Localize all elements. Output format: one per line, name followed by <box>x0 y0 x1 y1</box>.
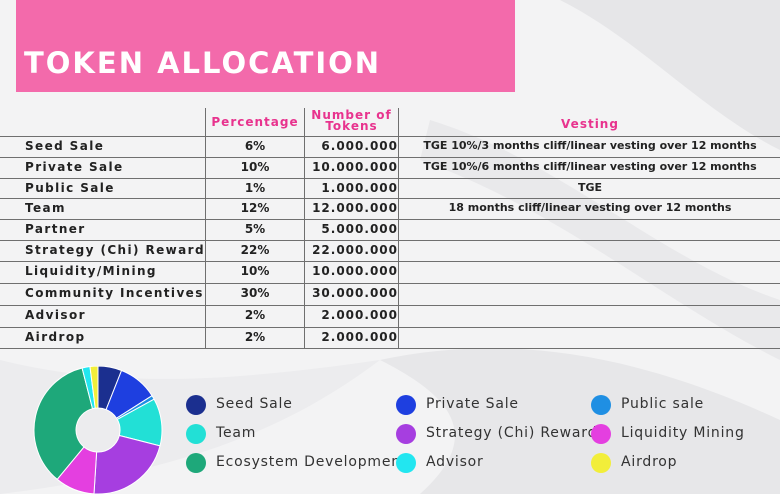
table-row: Private Sale 10% 10.000.000 TGE 10%/6 month… <box>0 160 780 181</box>
row-tokens: 30.000.000 <box>312 286 398 300</box>
table-row: Public Sale 1% 1.000.000 TGE <box>0 181 780 202</box>
legend-swatch <box>396 453 416 473</box>
legend-swatch <box>591 395 611 415</box>
legend-swatch <box>396 395 416 415</box>
table-row: Strategy (Chi) Reward 22% 22.000.000 <box>0 243 780 264</box>
row-name: Airdrop <box>25 330 86 344</box>
title-banner: TOKEN ALLOCATION <box>16 0 515 92</box>
table-row: Seed Sale 6% 6.000.000 TGE 10%/3 months cli… <box>0 139 780 160</box>
row-tokens: 2.000.000 <box>321 308 398 322</box>
legend-swatch <box>591 424 611 444</box>
legend-swatch <box>591 453 611 473</box>
legend-swatch <box>396 424 416 444</box>
legend-label: Ecosystem Development <box>216 454 408 470</box>
row-name: Private Sale <box>25 160 124 174</box>
page-title: TOKEN ALLOCATION <box>24 46 382 80</box>
row-name: Seed Sale <box>25 139 105 153</box>
row-tokens: 10.000.000 <box>312 264 398 278</box>
row-divider <box>0 348 780 349</box>
table-row: Airdrop 2% 2.000.000 <box>0 330 780 351</box>
table-row: Partner 5% 5.000.000 <box>0 222 780 243</box>
table-row: Community Incentives 30% 30.000.000 <box>0 286 780 307</box>
legend-label: Strategy (Chi) Reward <box>426 425 598 441</box>
header-percentage: Percentage <box>211 115 299 129</box>
row-percentage: 5% <box>244 222 266 236</box>
row-divider <box>0 327 780 328</box>
row-divider <box>0 261 780 262</box>
legend-label: Team <box>216 425 257 441</box>
legend-label: Seed Sale <box>216 396 293 412</box>
table-row: Liquidity/Mining 10% 10.000.000 <box>0 264 780 285</box>
row-tokens: 2.000.000 <box>321 330 398 344</box>
header-tokens: Number of Tokens <box>305 108 398 133</box>
row-divider <box>0 305 780 306</box>
column-divider <box>398 108 399 348</box>
row-divider <box>0 136 780 137</box>
row-percentage: 2% <box>244 330 266 344</box>
table-row: Team 12% 12.000.000 18 months cliff/linear … <box>0 201 780 222</box>
legend-label: Airdrop <box>621 454 678 470</box>
legend-label: Advisor <box>426 454 484 470</box>
row-divider <box>0 157 780 158</box>
legend-label: Public sale <box>621 396 705 412</box>
legend-label: Liquidity Mining <box>621 425 745 441</box>
row-name: Team <box>25 201 66 215</box>
row-percentage: 12% <box>240 201 270 215</box>
row-tokens: 5.000.000 <box>321 222 398 236</box>
legend-swatch <box>186 453 206 473</box>
row-name: Partner <box>25 222 86 236</box>
row-divider <box>0 240 780 241</box>
row-tokens: 6.000.000 <box>321 139 398 153</box>
row-percentage: 1% <box>244 181 266 195</box>
row-percentage: 10% <box>240 264 270 278</box>
table-row: Advisor 2% 2.000.000 <box>0 308 780 329</box>
pie-slice <box>33 367 94 481</box>
column-divider <box>304 108 305 348</box>
row-divider <box>0 283 780 284</box>
header-tokens-line1: Number of <box>311 108 392 122</box>
row-name: Advisor <box>25 308 86 322</box>
row-name: Liquidity/Mining <box>25 264 157 278</box>
row-divider <box>0 178 780 179</box>
row-vesting: TGE 10%/3 months cliff/linear vesting ov… <box>423 139 757 152</box>
row-percentage: 2% <box>244 308 266 322</box>
header-tokens-line2: Tokens <box>325 119 378 133</box>
row-vesting: TGE <box>577 181 603 194</box>
row-percentage: 6% <box>244 139 266 153</box>
row-name: Public Sale <box>25 181 115 195</box>
pie-slice <box>89 366 99 409</box>
row-divider <box>0 198 780 199</box>
row-divider <box>0 219 780 220</box>
legend-swatch <box>186 395 206 415</box>
row-tokens: 22.000.000 <box>312 243 398 257</box>
header-vesting: Vesting <box>561 117 619 131</box>
row-tokens: 10.000.000 <box>312 160 398 174</box>
row-vesting: 18 months cliff/linear vesting over 12 m… <box>448 201 732 214</box>
allocation-donut-chart <box>33 366 163 494</box>
row-name: Strategy (Chi) Reward <box>25 243 205 257</box>
pie-slice <box>93 434 161 494</box>
row-tokens: 12.000.000 <box>312 201 398 215</box>
row-tokens: 1.000.000 <box>321 181 398 195</box>
row-percentage: 30% <box>240 286 270 300</box>
row-name: Community Incentives <box>25 286 204 300</box>
column-divider <box>205 108 206 348</box>
legend-swatch <box>186 424 206 444</box>
row-vesting: TGE 10%/6 months cliff/linear vesting ov… <box>423 160 757 173</box>
row-percentage: 22% <box>240 243 270 257</box>
legend-label: Private Sale <box>426 396 519 412</box>
row-percentage: 10% <box>240 160 270 174</box>
